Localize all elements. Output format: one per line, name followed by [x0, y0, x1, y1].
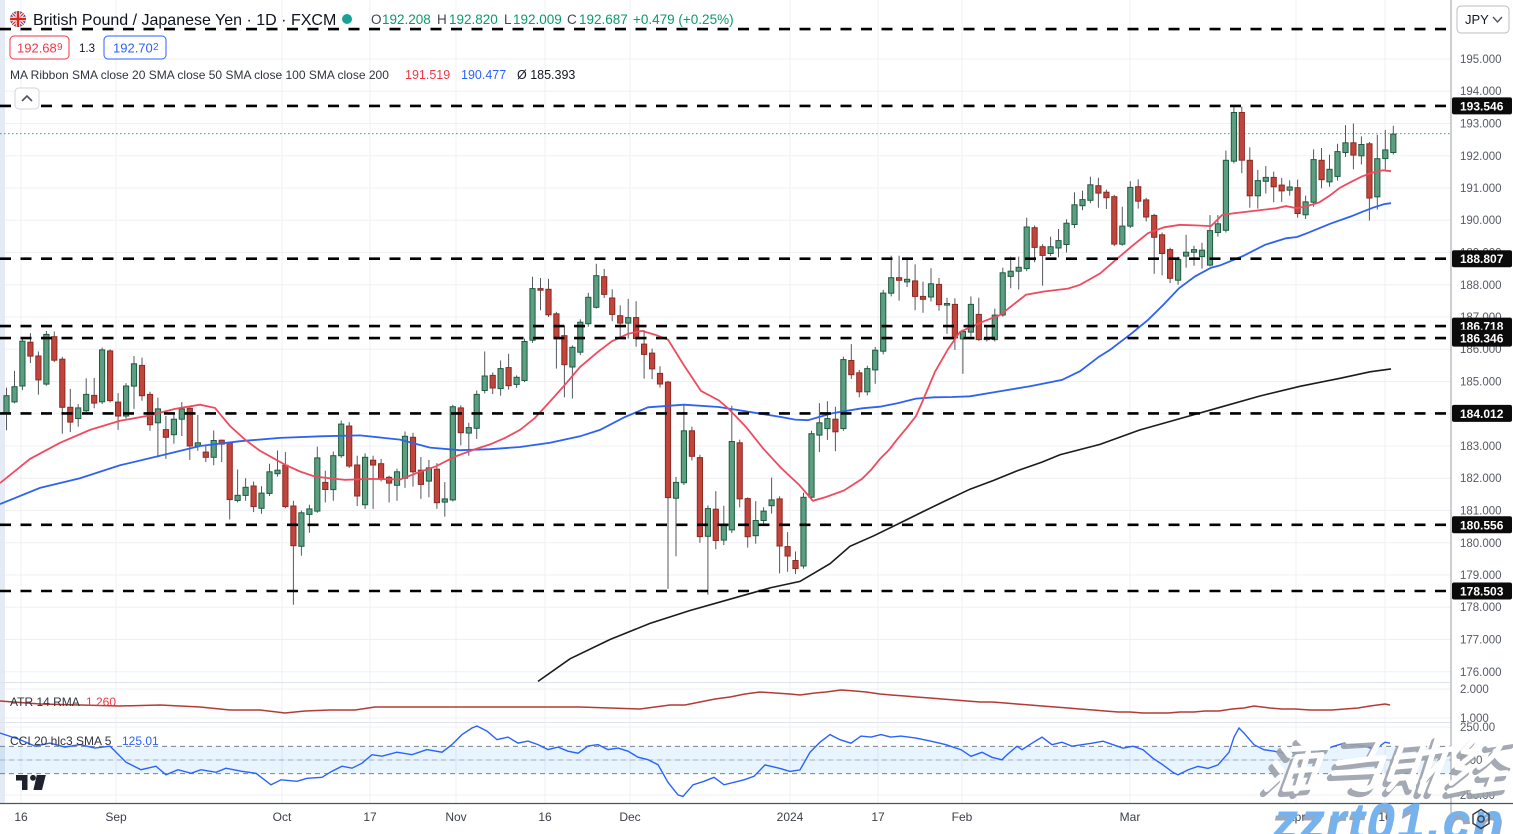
svg-text:195.000: 195.000	[1460, 54, 1502, 66]
svg-text:9: 9	[57, 42, 63, 53]
svg-text:Mar: Mar	[1120, 810, 1141, 824]
svg-text:177.000: 177.000	[1460, 635, 1502, 647]
svg-text:+0.479 (+0.25%): +0.479 (+0.25%)	[633, 12, 734, 27]
svg-text:1.3: 1.3	[79, 43, 95, 55]
svg-text:Oct: Oct	[273, 810, 292, 824]
svg-text:193.000: 193.000	[1460, 119, 1502, 131]
svg-text:16: 16	[1378, 810, 1392, 824]
svg-text:C: C	[567, 12, 577, 27]
svg-text:Apr: Apr	[1287, 810, 1306, 824]
svg-text:182.000: 182.000	[1460, 473, 1502, 485]
svg-text:1.260: 1.260	[86, 695, 116, 709]
svg-text:178.000: 178.000	[1460, 602, 1502, 614]
svg-text:178.503: 178.503	[1460, 585, 1504, 599]
svg-text:17: 17	[363, 810, 377, 824]
svg-text:16: 16	[538, 810, 552, 824]
svg-text:190.000: 190.000	[1460, 215, 1502, 227]
svg-text:Ø 185.393: Ø 185.393	[517, 68, 575, 82]
svg-text:186.346: 186.346	[1460, 332, 1504, 346]
svg-text:192.009: 192.009	[513, 12, 562, 27]
svg-text:British Pound / Japanese Yen ·: British Pound / Japanese Yen · 1D · FXCM	[33, 12, 336, 29]
svg-text:250.00: 250.00	[1460, 722, 1495, 734]
svg-text:Sep: Sep	[105, 810, 127, 824]
svg-text:192.820: 192.820	[449, 12, 498, 27]
svg-text:H: H	[437, 12, 447, 27]
svg-text:zzrt01.cn: zzrt01.cn	[1269, 797, 1506, 834]
svg-text:MA Ribbon SMA close 20 SMA clo: MA Ribbon SMA close 20 SMA close 50 SMA …	[10, 68, 389, 82]
svg-text:Feb: Feb	[952, 810, 973, 824]
svg-text:180.000: 180.000	[1460, 538, 1502, 550]
svg-text:17: 17	[871, 810, 885, 824]
svg-text:188.807: 188.807	[1460, 252, 1504, 266]
svg-text:1.000: 1.000	[1460, 713, 1489, 725]
svg-text:192.687: 192.687	[579, 12, 628, 27]
svg-text:184.012: 184.012	[1460, 407, 1504, 421]
svg-text:180.556: 180.556	[1460, 518, 1504, 532]
svg-text:185.000: 185.000	[1460, 377, 1502, 389]
svg-text:176.000: 176.000	[1460, 667, 1502, 679]
svg-text:192.208: 192.208	[382, 12, 431, 27]
svg-text:L: L	[504, 12, 512, 27]
svg-text:O: O	[371, 12, 382, 27]
svg-text:194.000: 194.000	[1460, 86, 1502, 98]
svg-text:192.68: 192.68	[17, 41, 57, 56]
svg-text:Dec: Dec	[619, 810, 640, 824]
svg-text:193.546: 193.546	[1460, 99, 1504, 113]
svg-text:191.519: 191.519	[405, 68, 450, 82]
svg-text:183.000: 183.000	[1460, 441, 1502, 453]
svg-text:188.000: 188.000	[1460, 280, 1502, 292]
svg-text:JPY: JPY	[1465, 12, 1489, 27]
svg-text:2024: 2024	[777, 810, 804, 824]
svg-text:186.000: 186.000	[1460, 344, 1502, 356]
svg-text:2: 2	[153, 42, 159, 53]
svg-text:179.000: 179.000	[1460, 570, 1502, 582]
svg-text:192.000: 192.000	[1460, 151, 1502, 163]
svg-text:191.000: 191.000	[1460, 183, 1502, 195]
svg-text:Nov: Nov	[445, 810, 466, 824]
svg-text:2.000: 2.000	[1460, 684, 1489, 696]
svg-text:ATR 14 RMA: ATR 14 RMA	[10, 695, 80, 709]
svg-text:181.000: 181.000	[1460, 506, 1502, 518]
svg-text:CCI 20 hlc3 SMA 5: CCI 20 hlc3 SMA 5	[10, 734, 112, 748]
svg-text:125.01: 125.01	[122, 734, 159, 748]
svg-text:192.70: 192.70	[113, 41, 153, 56]
svg-text:190.477: 190.477	[461, 68, 506, 82]
svg-text:16: 16	[14, 810, 28, 824]
svg-text:zzrt01.cn: zzrt01.cn	[1272, 793, 1505, 834]
